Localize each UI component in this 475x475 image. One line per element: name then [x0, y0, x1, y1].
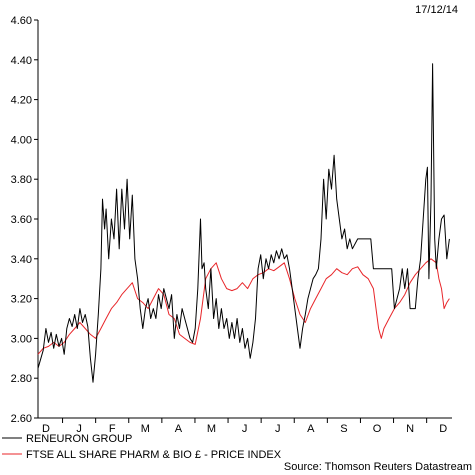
y-tick-label: 2.60 — [11, 413, 32, 425]
y-tick-label: 3.80 — [11, 174, 32, 186]
series-line-ftse — [37, 258, 450, 355]
x-tick-label: N — [406, 423, 414, 435]
y-tick-label: 3.60 — [11, 214, 32, 226]
series-line-reneuron — [37, 63, 450, 383]
y-axis-ticks: 2.60 2.80 3.00 3.20 3.40 3.60 3.80 4.00 4.20 4.40… — [11, 15, 38, 425]
x-tick-label: A — [175, 423, 183, 435]
y-tick-label: 3.00 — [11, 333, 32, 345]
y-tick-label: 4.60 — [11, 15, 32, 27]
source-label: Source: Thomson Reuters Datastream — [284, 461, 472, 473]
x-tick-label: D — [439, 423, 447, 435]
y-tick-label: 4.40 — [11, 55, 32, 67]
x-tick-label: J — [76, 423, 82, 435]
x-tick-label: M — [141, 423, 150, 435]
date-label: 17/12/14 — [415, 4, 458, 16]
legend-label-ftse: FTSE ALL SHARE PHARM & BIO £ - PRICE IND… — [26, 449, 282, 461]
x-tick-label: J — [242, 423, 248, 435]
legend-label-reneuron: RENEURON GROUP — [26, 433, 132, 445]
y-tick-label: 3.40 — [11, 254, 32, 266]
y-tick-label: 4.00 — [11, 134, 32, 146]
x-tick-label: F — [109, 423, 116, 435]
plot-area: 2.60 2.80 3.00 3.20 3.40 3.60 3.80 4.00 4.20 4.40… — [11, 15, 452, 435]
x-tick-label: S — [340, 423, 347, 435]
x-tick-label: A — [307, 423, 315, 435]
x-tick-label: O — [373, 423, 382, 435]
y-tick-label: 3.20 — [11, 294, 32, 306]
y-tick-label: 2.80 — [11, 373, 32, 385]
x-tick-label: D — [42, 423, 50, 435]
x-tick-label: M — [207, 423, 216, 435]
series-layer — [37, 63, 450, 383]
x-tick-label: J — [275, 423, 281, 435]
legend: RENEURON GROUP FTSE ALL SHARE PHARM & BI… — [2, 433, 282, 461]
y-tick-label: 4.20 — [11, 95, 32, 107]
